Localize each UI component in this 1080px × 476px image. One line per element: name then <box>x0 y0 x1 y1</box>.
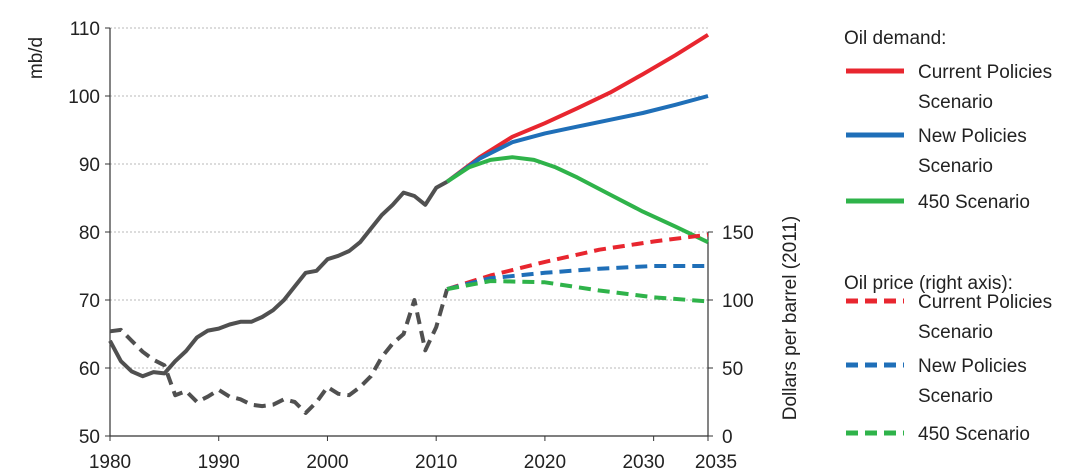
legend-label-0-2: 450 Scenario <box>918 192 1030 213</box>
y-tick-label-100: 100 <box>68 87 100 108</box>
series-line-oil-price-new-policies-scenario <box>446 264 708 292</box>
x-tick-label-2035: 2035 <box>695 452 737 473</box>
x-tick-label-2020: 2020 <box>524 452 566 473</box>
x-tick-label-2030: 2030 <box>622 452 664 473</box>
legend-label-line2-0-1: Scenario <box>918 156 993 177</box>
legend-label-1-1: New Policies <box>918 356 1027 377</box>
axes: 50 60 70 80 90 100 110 1980 1990 2000 2010 2020 2030… <box>26 19 801 473</box>
legend-group-title-1: Oil price (right axis): <box>844 273 1013 294</box>
series-line-oil-price-450-scenario <box>446 279 709 304</box>
legend-label-line2-1-1: Scenario <box>918 386 993 407</box>
y-tick-label-110: 110 <box>70 19 100 40</box>
y2-tick-label-50: 50 <box>722 359 743 380</box>
y-tick-label-70: 70 <box>79 291 100 312</box>
series-line-oil-demand-historical <box>108 179 449 379</box>
x-tick-label-2010: 2010 <box>415 452 457 473</box>
series-line-oil-demand-450-scenario <box>445 155 709 245</box>
legend-label-1-0: Current Policies <box>918 292 1052 313</box>
legend: Oil demand: Current Policies Scenario New P… <box>844 28 1052 445</box>
legend-label-line2-0-0: Scenario <box>918 92 993 113</box>
y-tick-label-50: 50 <box>79 427 100 448</box>
x-tick-label-2000: 2000 <box>306 452 348 473</box>
series-line-oil-demand-new-policies-scenario <box>445 94 709 184</box>
legend-label-0-1: New Policies <box>918 126 1027 147</box>
legend-group-title-0: Oil demand: <box>844 28 946 49</box>
y-tick-label-80: 80 <box>79 223 100 244</box>
x-tick-label-1980: 1980 <box>89 452 131 473</box>
x-tick-label-1990: 1990 <box>198 452 240 473</box>
y2-tick-label-150: 150 <box>722 223 754 244</box>
legend-label-0-0: Current Policies <box>918 62 1052 83</box>
series-lines <box>108 33 710 415</box>
y-tick-label-90: 90 <box>79 155 100 176</box>
series-line-oil-price-historical <box>109 288 450 415</box>
y-axis-title: mb/d <box>26 37 47 79</box>
series-line-oil-demand-current-policies-scenario <box>445 33 710 184</box>
y2-tick-label-0: 0 <box>722 427 733 448</box>
legend-label-1-2: 450 Scenario <box>918 424 1030 445</box>
y-tick-label-60: 60 <box>79 359 100 380</box>
y2-axis-title: Dollars per barrel (2011) <box>780 216 801 421</box>
y2-tick-label-100: 100 <box>722 291 754 312</box>
legend-label-line2-1-0: Scenario <box>918 322 993 343</box>
